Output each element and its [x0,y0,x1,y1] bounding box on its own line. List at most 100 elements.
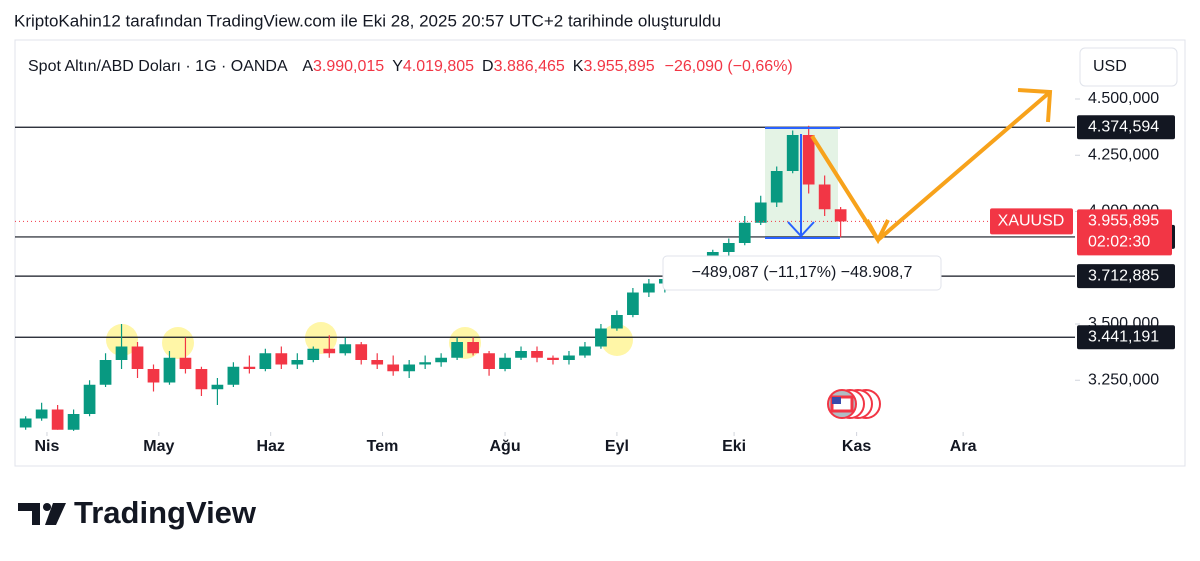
candle-body [786,135,799,171]
change: −26,090 (−0,66%) [665,58,793,75]
candle-body [563,355,575,360]
candle-body [754,202,767,223]
candle-body [51,409,64,430]
x-tick-label: Kas [842,438,871,455]
logo-text: TradingView [74,495,257,530]
x-tick-label: Haz [256,438,284,455]
candle-body [483,353,495,369]
logo-mark [18,503,40,525]
logo-mark [43,503,51,511]
candle-body [19,418,32,428]
range-arrow-head [787,221,815,238]
candle-body [451,342,463,358]
level-label: 4.374,594 [1088,118,1159,135]
candle-body [802,135,815,185]
candle-body [259,353,272,369]
ohlc-value: 3.955,895 [583,58,654,75]
plot: −489,087 (−11,17%) −48.908,7 [15,88,1075,431]
candle-body [147,369,160,383]
candle-body [291,360,304,365]
candle-body [627,292,639,315]
candle-body [419,362,432,365]
candle-body [323,348,336,354]
forecast-arrow-head [865,219,890,245]
candle-body [595,328,607,347]
candle-body [818,184,831,210]
candle-body [738,222,751,243]
ohlc-value: 3.886,465 [494,58,565,75]
candle-body [275,353,288,365]
candle-body [83,384,96,414]
candle-body [531,351,543,358]
candle-body [99,360,112,385]
measure-box [662,255,942,291]
event-flag [832,397,841,404]
x-tick-label: Nis [35,438,60,455]
currency-button[interactable] [1079,47,1178,87]
candle-body [722,243,735,252]
ohlc-key: A [302,58,313,75]
symbol-label: XAUUSD [998,213,1065,230]
x-tick-label: Ara [950,438,977,455]
candle-body [770,171,783,203]
symbol-tag [990,208,1073,235]
y-tick-label: 4.500,000 [1088,90,1159,107]
x-tick-label: Ağu [489,438,520,455]
candle-body [643,283,655,293]
currency: USD [1093,58,1127,75]
x-tick-label: Tem [367,438,399,455]
ohlc-key: K [573,58,584,75]
level-label: 3.712,885 [1088,267,1159,284]
countdown: 02:02:30 [1088,234,1150,251]
ohlc-value: 4.019,805 [403,58,474,75]
candle-body [499,357,511,369]
candle-body [195,369,208,390]
candle-body [547,357,559,360]
candle-body [179,357,192,369]
tradingview-logo: TradingView [18,495,257,530]
highlight [162,327,194,359]
candle-body [243,366,256,369]
candle-body [115,346,128,360]
y-tick-label: 4.250,000 [1088,146,1159,163]
level-tag [1077,264,1175,289]
candle-body [435,357,447,363]
level-tag [1077,115,1175,140]
ohlc-value: 3.990,015 [313,58,384,75]
y-tick-label: 3.250,000 [1088,371,1159,388]
x-tick-label: Eyl [605,438,629,455]
candle-body [403,364,416,372]
x-tick-label: May [143,438,174,455]
candle-body [579,346,591,356]
price-label: 3.955,895 [1088,213,1159,230]
level-tag [1077,325,1175,350]
chart-frame [14,39,1186,467]
candle-body [227,366,240,385]
measure-label: −489,087 (−11,17%) −48.908,7 [692,264,913,281]
logo-mark [45,503,66,525]
attribution: KriptoKahin12 tarafından TradingView.com… [14,11,721,30]
candle-body [611,315,623,329]
ohlc-key: D [482,58,494,75]
candle-body [467,342,479,354]
candle-body [131,346,144,369]
candle-body [515,351,527,358]
price-tag [1077,209,1172,256]
ohlc-key: Y [392,58,403,75]
highlight [601,324,633,356]
chart-title: Spot Altın/ABD Doları · 1G · OANDA [28,58,288,75]
candle-body [371,360,384,365]
candle-body [339,344,352,354]
candle-body [163,357,176,383]
candle-body [211,384,224,390]
candle-body [355,344,368,360]
level-label: 3.441,191 [1088,328,1159,345]
candle-body [307,348,320,360]
candle-body [834,209,847,222]
candle-body [35,409,48,419]
x-tick-label: Eki [722,438,746,455]
candle-body [387,364,400,372]
forecast-arrow-head [1017,88,1053,123]
candle-body [67,414,80,430]
